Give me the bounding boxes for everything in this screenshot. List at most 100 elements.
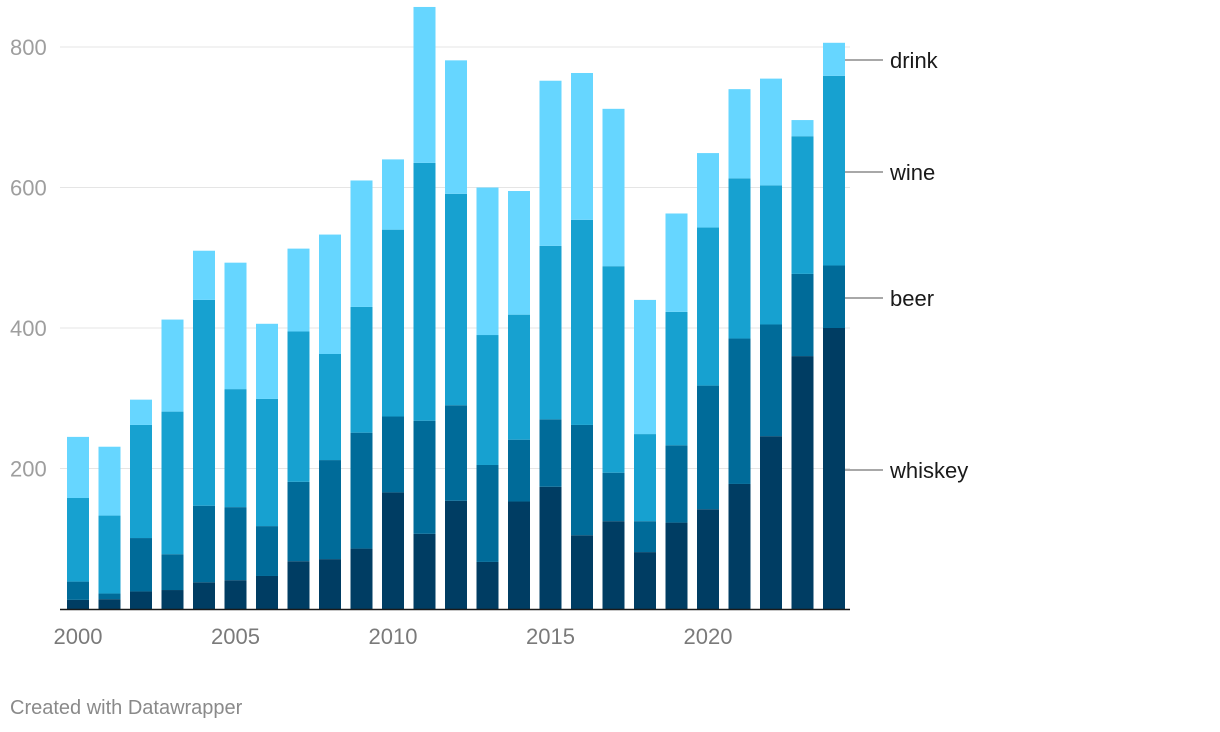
bar-wine-2003 bbox=[161, 411, 184, 555]
bar-wine-2022 bbox=[760, 185, 782, 325]
bar-drink-2005 bbox=[224, 262, 247, 390]
bar-wine-2002 bbox=[130, 424, 152, 539]
bar-beer-2008 bbox=[319, 460, 341, 560]
y-tick-label: 800 bbox=[10, 35, 47, 60]
bar-whiskey-2019 bbox=[665, 522, 688, 609]
x-tick-label: 2005 bbox=[211, 624, 260, 649]
bar-drink-2010 bbox=[382, 159, 404, 230]
bar-whiskey-2009 bbox=[350, 548, 373, 609]
bar-whiskey-2017 bbox=[602, 521, 625, 609]
bar-drink-2003 bbox=[161, 319, 184, 412]
bar-drink-2009 bbox=[350, 180, 373, 307]
bar-drink-2002 bbox=[130, 399, 152, 425]
bar-wine-2013 bbox=[476, 335, 499, 465]
bar-whiskey-2010 bbox=[382, 492, 404, 609]
bar-beer-2004 bbox=[193, 505, 215, 583]
bar-drink-2018 bbox=[634, 299, 656, 435]
bar-whiskey-2011 bbox=[413, 533, 436, 609]
bar-beer-2006 bbox=[256, 526, 278, 576]
bar-wine-2007 bbox=[287, 331, 310, 482]
bar-drink-2021 bbox=[728, 89, 751, 179]
bar-beer-2020 bbox=[697, 385, 719, 510]
bar-beer-2009 bbox=[350, 432, 373, 549]
bar-wine-2011 bbox=[413, 162, 436, 421]
bar-beer-2018 bbox=[634, 521, 656, 553]
bar-drink-2014 bbox=[508, 191, 530, 315]
bar-wine-2005 bbox=[224, 389, 247, 508]
bar-wine-2016 bbox=[571, 219, 593, 425]
legend-label-wine: wine bbox=[889, 160, 935, 185]
y-tick-label: 400 bbox=[10, 316, 47, 341]
bar-beer-2012 bbox=[445, 405, 467, 501]
legend-label-whiskey: whiskey bbox=[889, 458, 968, 483]
bar-whiskey-2004 bbox=[193, 582, 215, 609]
bar-wine-2021 bbox=[728, 178, 751, 339]
bar-whiskey-2023 bbox=[791, 356, 814, 609]
bar-wine-2008 bbox=[319, 353, 341, 461]
bar-drink-2023 bbox=[791, 120, 814, 137]
bar-wine-2010 bbox=[382, 229, 404, 417]
bar-whiskey-2018 bbox=[634, 552, 656, 609]
bar-drink-2020 bbox=[697, 153, 719, 228]
bar-whiskey-2005 bbox=[224, 580, 247, 609]
bar-drink-2024 bbox=[823, 42, 845, 76]
bar-wine-2019 bbox=[665, 311, 688, 446]
bar-drink-2016 bbox=[571, 72, 593, 220]
bar-whiskey-2012 bbox=[445, 500, 467, 609]
bar-beer-2019 bbox=[665, 445, 688, 523]
bar-drink-2008 bbox=[319, 234, 341, 354]
bar-whiskey-2002 bbox=[130, 591, 152, 609]
bar-wine-2017 bbox=[602, 266, 625, 473]
bar-wine-2014 bbox=[508, 314, 530, 440]
bar-whiskey-2007 bbox=[287, 561, 310, 609]
bar-drink-2019 bbox=[665, 213, 688, 312]
bars bbox=[67, 6, 845, 609]
bar-wine-2023 bbox=[791, 136, 814, 274]
bar-whiskey-2006 bbox=[256, 575, 278, 609]
bar-beer-2015 bbox=[539, 419, 562, 487]
bar-beer-2016 bbox=[571, 424, 593, 536]
bar-beer-2023 bbox=[791, 273, 814, 357]
bar-beer-2021 bbox=[728, 338, 751, 484]
credit-text[interactable]: Created with Datawrapper bbox=[10, 697, 243, 719]
legend-label-beer: beer bbox=[890, 286, 934, 311]
bar-whiskey-2000 bbox=[67, 599, 89, 609]
bar-beer-2001 bbox=[98, 593, 121, 600]
bar-beer-2003 bbox=[161, 554, 184, 591]
bar-whiskey-2015 bbox=[539, 486, 562, 609]
bar-wine-2009 bbox=[350, 306, 373, 433]
bar-drink-2011 bbox=[413, 6, 436, 163]
x-tick-label: 2010 bbox=[369, 624, 418, 649]
bar-beer-2011 bbox=[413, 420, 436, 534]
bar-whiskey-2020 bbox=[697, 509, 719, 609]
bar-wine-2018 bbox=[634, 434, 656, 522]
bar-drink-2006 bbox=[256, 323, 278, 399]
bar-wine-2004 bbox=[193, 299, 215, 506]
bar-whiskey-2021 bbox=[728, 483, 751, 609]
bar-whiskey-2024 bbox=[823, 328, 845, 609]
legend-label-drink: drink bbox=[890, 48, 939, 73]
bar-drink-2004 bbox=[193, 250, 215, 300]
bar-whiskey-2016 bbox=[571, 535, 593, 609]
bar-beer-2002 bbox=[130, 538, 152, 592]
bar-beer-2017 bbox=[602, 472, 625, 522]
x-tick-label: 2020 bbox=[684, 624, 733, 649]
bar-wine-2024 bbox=[823, 75, 845, 266]
bar-drink-2013 bbox=[476, 187, 499, 336]
bar-drink-2001 bbox=[98, 446, 121, 516]
bar-whiskey-2001 bbox=[98, 599, 121, 609]
bar-drink-2022 bbox=[760, 78, 782, 186]
bar-beer-2007 bbox=[287, 481, 310, 562]
bar-wine-2012 bbox=[445, 193, 467, 406]
bar-whiskey-2022 bbox=[760, 436, 782, 609]
bar-beer-2014 bbox=[508, 439, 530, 502]
bar-wine-2020 bbox=[697, 227, 719, 386]
bar-beer-2024 bbox=[823, 265, 845, 328]
bar-beer-2005 bbox=[224, 507, 247, 581]
bar-wine-2006 bbox=[256, 398, 278, 527]
x-tick-label: 2000 bbox=[54, 624, 103, 649]
bar-whiskey-2014 bbox=[508, 501, 530, 609]
bar-drink-2000 bbox=[67, 436, 89, 499]
